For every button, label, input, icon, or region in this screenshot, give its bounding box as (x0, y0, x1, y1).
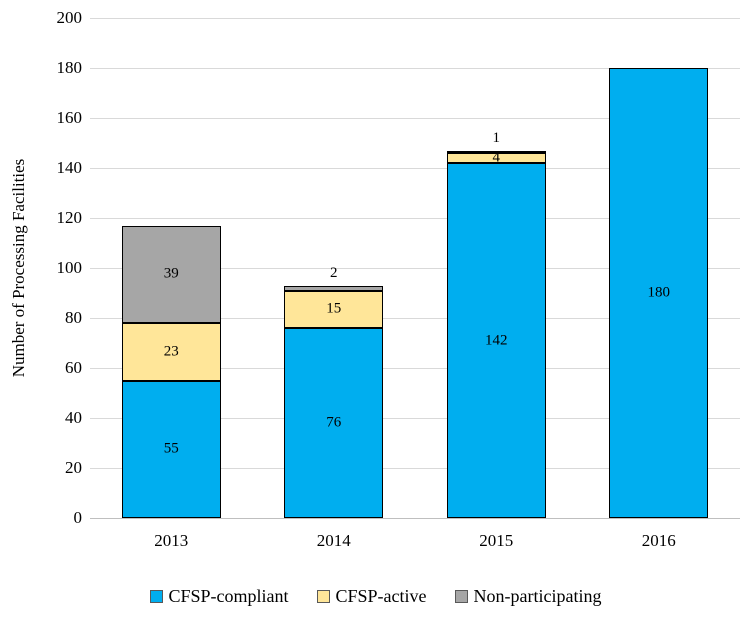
y-tick-label: 200 (56, 8, 83, 27)
segment-value-label-above: 1 (492, 129, 501, 146)
y-tick-label: 80 (65, 308, 82, 327)
gridline (90, 167, 740, 169)
gridline (90, 367, 740, 369)
y-tick-label: 100 (56, 258, 83, 277)
legend-label: CFSP-compliant (168, 586, 289, 606)
y-tick-label: 120 (56, 208, 83, 227)
segment-value-label: 55 (163, 440, 179, 457)
x-axis-label: 2016 (641, 531, 676, 550)
y-tick-label: 160 (56, 108, 83, 127)
y-axis-title: Number of Processing Facilities (9, 158, 28, 378)
gridline (90, 117, 740, 119)
bar-segment-Non-participating (284, 285, 384, 291)
bar-segment-CFSP-compliant (121, 380, 221, 518)
legend-label: CFSP-active (335, 586, 427, 606)
y-tick-label: 40 (65, 408, 82, 427)
bar-segment-CFSP-compliant (609, 68, 709, 518)
legend-item-CFSP-compliant: CFSP-compliant (149, 586, 289, 607)
legend-label: Non-participating (473, 586, 602, 606)
gridline (90, 17, 740, 19)
segment-value-label: 23 (163, 343, 179, 360)
segment-value-label: 15 (326, 300, 342, 317)
bar-2015: 142 4 1 (446, 130, 546, 518)
gridline (90, 217, 740, 219)
legend-marker (316, 590, 330, 603)
segment-value-label: 142 (485, 332, 508, 348)
gridline (90, 267, 740, 269)
y-tick-label: 140 (56, 158, 83, 177)
legend-item-CFSP-active: CFSP-active (316, 586, 427, 607)
y-tick-label: 180 (56, 58, 83, 77)
y-tick-label: 60 (65, 358, 82, 377)
legend-marker (454, 590, 468, 603)
x-axis-label: 2013 (154, 531, 189, 550)
x-axis-label: 2015 (479, 531, 514, 550)
segment-value-label-above: 2 (330, 264, 338, 281)
bar-segment-Non-participating (121, 225, 221, 323)
gridline (90, 467, 740, 469)
bar-2013: 55 23 39 (121, 225, 221, 518)
legend-marker (149, 590, 163, 603)
bar-segment-CFSP-compliant (446, 163, 546, 518)
legend-item-Non-participating: Non-participating (454, 586, 602, 607)
bar-segment-CFSP-compliant (284, 328, 384, 518)
bar-segment-CFSP-active (446, 153, 546, 163)
gridline (90, 317, 740, 319)
bar-2016: 180 (609, 68, 709, 518)
bar-segment-CFSP-active (284, 290, 384, 328)
bar-segment-CFSP-active (121, 323, 221, 381)
gridline (90, 67, 740, 69)
x-axis-label: 2014 (316, 531, 351, 550)
plot-area: 55 23 39 76 15 2 142 4 1 180 (90, 17, 740, 519)
y-tick-label: 20 (65, 458, 82, 477)
y-tick-label: 0 (73, 508, 83, 527)
segment-value-label: 180 (647, 284, 671, 301)
segment-value-label: 76 (326, 414, 342, 431)
legend: CFSP-compliant CFSP-active Non-participati… (0, 586, 751, 607)
bar-segment-Non-participating (446, 150, 546, 153)
bar-2014: 76 15 2 (284, 265, 384, 518)
segment-value-label: 4 (492, 149, 501, 166)
gridline (90, 417, 740, 419)
segment-value-label: 39 (163, 265, 179, 282)
x-axis-line (90, 517, 740, 519)
